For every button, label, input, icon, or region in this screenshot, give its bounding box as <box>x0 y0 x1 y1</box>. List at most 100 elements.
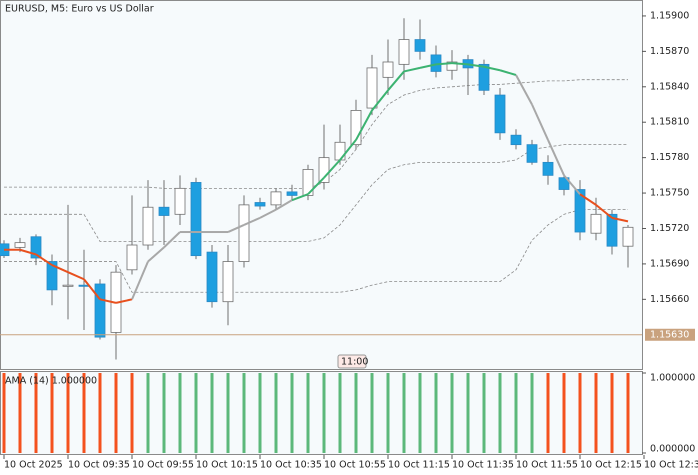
ama-segment <box>19 248 37 256</box>
ama-segment <box>499 69 517 76</box>
histogram-bar <box>130 373 134 453</box>
x-tick-label: 10 Oct 10:55 <box>324 460 386 471</box>
candle-body <box>574 189 586 233</box>
ama-segment <box>51 264 69 274</box>
candle-body <box>334 141 346 161</box>
ama-segment <box>387 70 405 91</box>
histogram-bar <box>402 373 406 453</box>
histogram-bar <box>562 373 566 453</box>
histogram-bar <box>386 373 390 453</box>
time-marker-box <box>337 354 367 369</box>
chart-title: EURUSD, M5: Euro vs US Dollar <box>5 4 154 15</box>
y-tick-label: 1.15870 <box>650 46 689 57</box>
ama-segment <box>531 104 549 141</box>
candle-body <box>606 213 618 247</box>
ama-segment <box>99 298 117 304</box>
histogram-bar <box>34 373 38 453</box>
candle-body <box>190 182 202 257</box>
ama-segment <box>227 224 245 233</box>
histogram-bar <box>226 373 230 453</box>
candle-body <box>542 161 554 176</box>
y-tick-label: 0.000000 <box>650 444 695 455</box>
candle-body <box>302 169 314 196</box>
ama-segment <box>243 216 261 226</box>
x-tick-label: 10 Oct 10:15 <box>196 460 258 471</box>
histogram-bar <box>258 373 262 453</box>
candle-body <box>350 110 362 146</box>
histogram-bar <box>162 373 166 453</box>
histogram-bar <box>578 373 582 453</box>
y-tick-label: 1.15720 <box>650 223 689 234</box>
candle-body <box>238 204 250 262</box>
histogram-bar <box>418 373 422 453</box>
ama-segment <box>323 159 341 179</box>
y-tick-label: 1.15750 <box>650 188 689 199</box>
time-marker-label: 11:00 <box>341 357 368 368</box>
ama-segment <box>547 139 565 176</box>
candle-body <box>270 191 282 206</box>
ama-segment <box>115 298 133 304</box>
candle-body <box>222 261 234 303</box>
candle-body <box>14 242 26 248</box>
histogram-bar <box>546 373 550 453</box>
ama-segment <box>435 62 453 66</box>
ama-segment <box>371 89 389 112</box>
ama-segment <box>451 62 469 66</box>
ama-segment <box>611 216 629 223</box>
indicator-plot <box>0 371 643 455</box>
histogram-bar <box>498 373 502 453</box>
candle-body <box>174 187 186 215</box>
y-tick-label: 1.15780 <box>650 152 689 163</box>
histogram-bar <box>146 373 150 453</box>
candle-body <box>206 251 218 303</box>
x-tick-label: 10 Oct 11:15 <box>388 460 450 471</box>
ama-segment <box>275 199 293 211</box>
histogram-bar <box>194 373 198 453</box>
ama-segment <box>355 109 373 141</box>
histogram-bar <box>354 373 358 453</box>
candle-body <box>398 39 410 65</box>
candle-body <box>590 213 602 234</box>
histogram-bar <box>530 373 534 453</box>
ama-segment <box>259 208 277 219</box>
histogram-bar <box>434 373 438 453</box>
ama-segment <box>339 139 357 161</box>
indicator-title: AMA (14) 1.000000 <box>5 376 97 387</box>
candle-body <box>558 177 570 190</box>
band-line <box>4 209 628 293</box>
histogram-bar <box>322 373 326 453</box>
histogram-bar <box>466 373 470 453</box>
y-tick-label: 1.000000 <box>650 373 695 384</box>
band-line <box>4 144 628 242</box>
histogram-bar <box>66 373 70 453</box>
candle-body <box>286 191 298 196</box>
histogram-bar <box>482 373 486 453</box>
candle-body <box>478 63 490 91</box>
ama-segment <box>83 278 101 300</box>
y-tick-label: 1.15900 <box>650 10 689 21</box>
ama-segment <box>419 63 437 69</box>
histogram-bar <box>2 373 6 453</box>
histogram-bar <box>114 373 118 453</box>
histogram-bar <box>306 373 310 453</box>
candle-body <box>414 39 426 52</box>
y-tick-label: 1.15690 <box>650 258 689 269</box>
histogram-bar <box>18 373 22 453</box>
y-tick-label: 1.15810 <box>650 117 689 128</box>
ama-segment <box>515 74 533 105</box>
histogram-bar <box>82 373 86 453</box>
histogram-bar <box>610 373 614 453</box>
histogram-bar <box>338 373 342 453</box>
candle-body <box>126 244 138 271</box>
y-tick-label: 1.15660 <box>650 294 689 305</box>
candle-body <box>62 284 74 287</box>
marks <box>0 18 642 453</box>
ama-segment <box>67 271 85 281</box>
histogram-bar <box>50 373 54 453</box>
candle-body <box>382 61 394 78</box>
histogram-bar <box>210 373 214 453</box>
ama-segment <box>307 177 325 195</box>
candle-body <box>46 261 58 291</box>
